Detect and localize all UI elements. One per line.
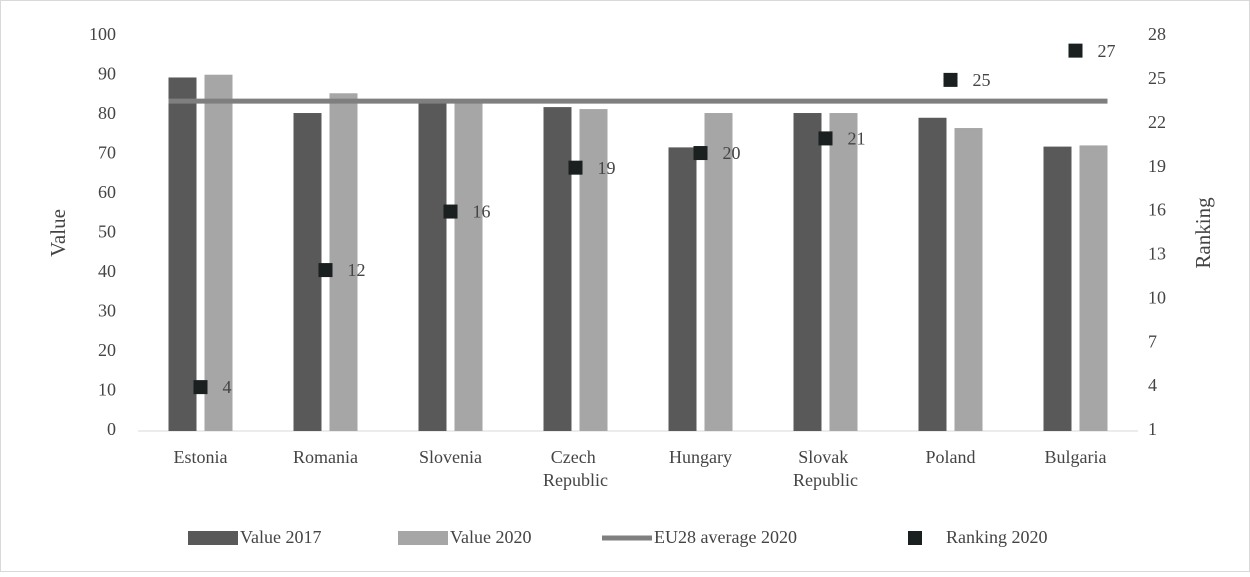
data-label: 27 bbox=[1098, 41, 1116, 61]
legend-swatch bbox=[188, 531, 238, 545]
y-tick-label: 30 bbox=[98, 301, 116, 321]
data-label: 20 bbox=[723, 143, 741, 163]
bar bbox=[704, 113, 733, 432]
bar bbox=[418, 101, 447, 432]
y-tick-label: 90 bbox=[98, 64, 116, 84]
ranking-marker bbox=[193, 380, 208, 395]
bar bbox=[543, 107, 572, 431]
y2-tick-label: 19 bbox=[1148, 156, 1166, 176]
y-tick-label: 60 bbox=[98, 182, 116, 202]
data-label: 12 bbox=[348, 260, 366, 280]
y-axis-title: Value bbox=[46, 209, 70, 257]
y-tick-label: 0 bbox=[107, 419, 116, 439]
bar bbox=[454, 99, 483, 431]
x-tick-label: Bulgaria bbox=[1045, 447, 1107, 467]
legend-label: Value 2020 bbox=[450, 527, 531, 547]
y-tick-label: 70 bbox=[98, 143, 116, 163]
bar bbox=[168, 77, 197, 431]
x-tick-label: Slovenia bbox=[419, 447, 482, 467]
legend-label: EU28 average 2020 bbox=[654, 527, 797, 547]
y2-tick-label: 13 bbox=[1148, 244, 1166, 264]
y-tick-label: 20 bbox=[98, 340, 116, 360]
y-tick-label: 10 bbox=[98, 380, 116, 400]
bar bbox=[579, 109, 608, 431]
data-label: 21 bbox=[848, 129, 866, 149]
bar bbox=[293, 113, 322, 432]
y-tick-label: 50 bbox=[98, 222, 116, 242]
ranking-marker bbox=[693, 146, 708, 161]
ranking-marker bbox=[443, 204, 458, 219]
legend-label: Value 2017 bbox=[240, 527, 321, 547]
bar bbox=[829, 113, 858, 432]
y2-tick-label: 28 bbox=[1148, 24, 1166, 44]
legend-label: Ranking 2020 bbox=[946, 527, 1048, 547]
y2-tick-label: 16 bbox=[1148, 200, 1166, 220]
legend-swatch bbox=[398, 531, 448, 545]
x-tick-label: Poland bbox=[925, 447, 975, 467]
x-tick-label: Czech Republic bbox=[543, 447, 608, 490]
x-tick-label: Romania bbox=[293, 447, 358, 467]
y2-tick-label: 4 bbox=[1148, 375, 1157, 395]
x-tick-label: Slovak Republic bbox=[793, 447, 858, 490]
ranking-marker bbox=[318, 263, 333, 278]
data-label: 16 bbox=[473, 202, 491, 222]
data-label: 25 bbox=[973, 70, 991, 90]
y2-tick-label: 25 bbox=[1148, 68, 1166, 88]
bar bbox=[793, 113, 822, 432]
y2-tick-label: 10 bbox=[1148, 287, 1166, 307]
bar bbox=[1079, 145, 1108, 432]
y-tick-label: 100 bbox=[89, 24, 116, 44]
bar bbox=[204, 74, 233, 432]
y2-tick-label: 22 bbox=[1148, 112, 1166, 132]
x-tick-label: Estonia bbox=[174, 447, 228, 467]
bar bbox=[1043, 146, 1072, 431]
y-tick-label: 40 bbox=[98, 261, 116, 281]
ranking-marker bbox=[1068, 43, 1083, 58]
x-tick-label: Hungary bbox=[669, 447, 732, 467]
y2-axis-title: Ranking bbox=[1191, 197, 1215, 269]
data-label: 4 bbox=[223, 377, 232, 397]
ranking-marker bbox=[818, 131, 833, 146]
legend-swatch bbox=[908, 531, 922, 545]
y2-tick-label: 7 bbox=[1148, 331, 1157, 351]
bar bbox=[918, 117, 947, 431]
bar bbox=[329, 93, 358, 432]
bar bbox=[668, 147, 697, 431]
bar bbox=[954, 128, 983, 431]
y-tick-label: 80 bbox=[98, 103, 116, 123]
y2-tick-label: 1 bbox=[1148, 419, 1157, 439]
ranking-marker bbox=[568, 160, 583, 175]
data-label: 19 bbox=[598, 158, 616, 178]
ranking-marker bbox=[943, 72, 958, 87]
